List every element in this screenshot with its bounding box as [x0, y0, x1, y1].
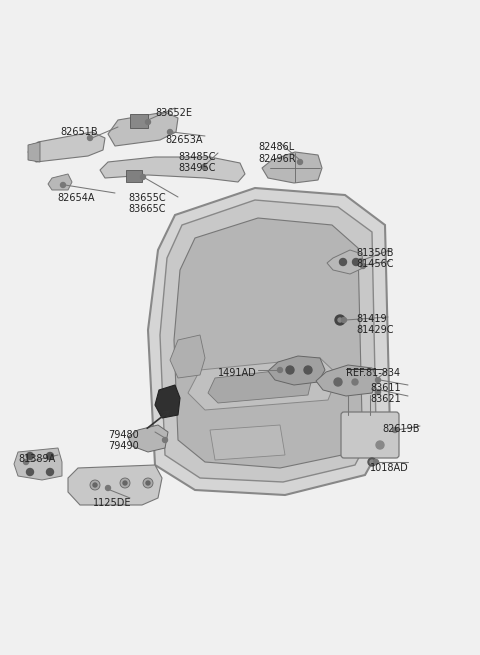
Text: 82486L: 82486L — [258, 142, 294, 152]
Circle shape — [120, 478, 130, 488]
Circle shape — [370, 460, 374, 464]
Circle shape — [141, 174, 145, 179]
Circle shape — [143, 478, 153, 488]
Text: REF.81-834: REF.81-834 — [346, 368, 400, 378]
Text: 82654A: 82654A — [57, 193, 95, 203]
Polygon shape — [14, 448, 62, 480]
Text: 1491AD: 1491AD — [218, 368, 257, 378]
Circle shape — [298, 160, 302, 164]
Circle shape — [339, 259, 347, 265]
Text: 83495C: 83495C — [178, 163, 216, 173]
Polygon shape — [174, 218, 362, 468]
Polygon shape — [148, 188, 390, 495]
Circle shape — [146, 481, 150, 485]
Text: 82653A: 82653A — [165, 135, 203, 145]
Polygon shape — [48, 174, 72, 190]
Polygon shape — [316, 365, 378, 396]
Circle shape — [338, 318, 342, 322]
Circle shape — [286, 366, 294, 374]
Polygon shape — [327, 250, 363, 274]
Circle shape — [373, 460, 379, 464]
Text: 83485C: 83485C — [178, 152, 216, 162]
Polygon shape — [170, 335, 205, 378]
Text: 1018AD: 1018AD — [370, 463, 409, 473]
Text: 83621: 83621 — [370, 394, 401, 404]
Circle shape — [145, 119, 151, 124]
Text: 83652E: 83652E — [155, 108, 192, 118]
Polygon shape — [160, 200, 376, 482]
Text: 83655C: 83655C — [128, 193, 166, 203]
Text: 81429C: 81429C — [356, 325, 394, 335]
Circle shape — [60, 183, 65, 187]
Polygon shape — [262, 152, 322, 183]
FancyBboxPatch shape — [341, 412, 399, 458]
Circle shape — [123, 481, 127, 485]
Circle shape — [24, 460, 28, 464]
Polygon shape — [68, 465, 162, 505]
Circle shape — [334, 378, 342, 386]
Circle shape — [47, 468, 53, 476]
Polygon shape — [28, 132, 105, 162]
Text: 81389A: 81389A — [18, 454, 55, 464]
Circle shape — [368, 458, 376, 466]
Polygon shape — [268, 356, 325, 385]
Circle shape — [376, 441, 384, 449]
Circle shape — [335, 315, 345, 325]
Circle shape — [47, 453, 53, 460]
Circle shape — [304, 366, 312, 374]
Circle shape — [393, 428, 397, 432]
Text: 81350B: 81350B — [356, 248, 394, 258]
Circle shape — [26, 453, 34, 460]
Circle shape — [341, 318, 347, 322]
Circle shape — [87, 136, 93, 141]
Circle shape — [168, 130, 172, 134]
Text: 81456C: 81456C — [356, 259, 394, 269]
Circle shape — [360, 263, 365, 269]
Circle shape — [375, 390, 381, 394]
Bar — [126, 170, 142, 182]
Circle shape — [352, 379, 358, 385]
Polygon shape — [155, 385, 180, 418]
Text: 81419: 81419 — [356, 314, 386, 324]
Polygon shape — [188, 358, 338, 410]
Circle shape — [93, 483, 97, 487]
Text: 83665C: 83665C — [128, 204, 166, 214]
Circle shape — [163, 438, 168, 443]
Circle shape — [106, 485, 110, 491]
Text: 79490: 79490 — [108, 441, 139, 451]
Circle shape — [202, 164, 206, 170]
Polygon shape — [128, 425, 168, 452]
Polygon shape — [210, 425, 285, 460]
Circle shape — [26, 468, 34, 476]
Circle shape — [359, 259, 363, 263]
Polygon shape — [208, 368, 312, 403]
Text: 79480: 79480 — [108, 430, 139, 440]
Text: 82619B: 82619B — [382, 424, 420, 434]
Text: 82651B: 82651B — [60, 127, 97, 137]
Circle shape — [352, 259, 360, 265]
Circle shape — [375, 377, 381, 383]
Text: 1125DE: 1125DE — [93, 498, 132, 508]
Polygon shape — [28, 142, 40, 162]
Polygon shape — [108, 112, 178, 146]
Bar — [130, 114, 148, 128]
Polygon shape — [100, 157, 245, 182]
Text: 83611: 83611 — [370, 383, 401, 393]
Circle shape — [277, 367, 283, 373]
Circle shape — [90, 480, 100, 490]
Text: 82496R: 82496R — [258, 154, 296, 164]
